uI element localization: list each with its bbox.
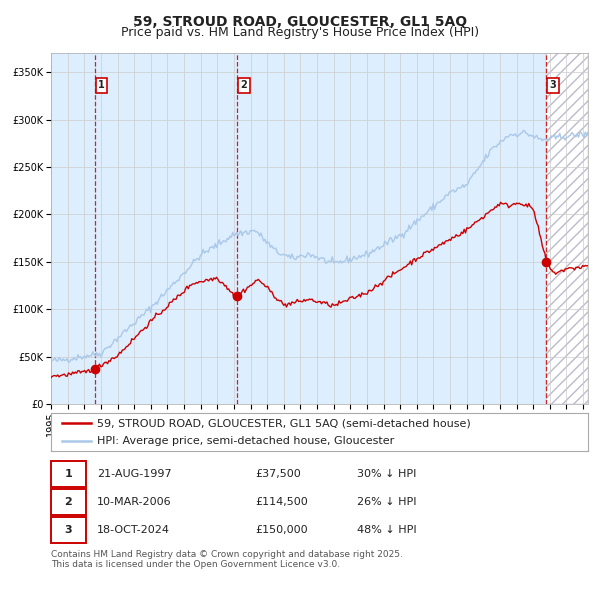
Bar [547,53,588,404]
Text: 48% ↓ HPI: 48% ↓ HPI [357,525,417,535]
FancyBboxPatch shape [51,490,86,514]
Text: 3: 3 [550,80,557,90]
Text: £114,500: £114,500 [255,497,308,507]
FancyBboxPatch shape [51,517,86,543]
Text: 59, STROUD ROAD, GLOUCESTER, GL1 5AQ: 59, STROUD ROAD, GLOUCESTER, GL1 5AQ [133,15,467,29]
Text: 21-AUG-1997: 21-AUG-1997 [97,469,171,479]
Text: 59, STROUD ROAD, GLOUCESTER, GL1 5AQ (semi-detached house): 59, STROUD ROAD, GLOUCESTER, GL1 5AQ (se… [97,418,470,428]
Text: 1: 1 [98,80,105,90]
Bar [547,53,588,404]
FancyBboxPatch shape [51,461,86,487]
Text: 3: 3 [65,525,72,535]
Text: HPI: Average price, semi-detached house, Gloucester: HPI: Average price, semi-detached house,… [97,436,394,446]
Bar [51,53,547,404]
Text: 30% ↓ HPI: 30% ↓ HPI [357,469,416,479]
Text: 2: 2 [65,497,73,507]
Text: 1: 1 [65,469,73,479]
Text: £37,500: £37,500 [255,469,301,479]
Text: £150,000: £150,000 [255,525,308,535]
Text: 26% ↓ HPI: 26% ↓ HPI [357,497,416,507]
Text: Price paid vs. HM Land Registry's House Price Index (HPI): Price paid vs. HM Land Registry's House … [121,26,479,39]
Text: Contains HM Land Registry data © Crown copyright and database right 2025.
This d: Contains HM Land Registry data © Crown c… [51,550,403,569]
Text: 2: 2 [241,80,247,90]
Text: 18-OCT-2024: 18-OCT-2024 [97,525,170,535]
Text: 10-MAR-2006: 10-MAR-2006 [97,497,171,507]
